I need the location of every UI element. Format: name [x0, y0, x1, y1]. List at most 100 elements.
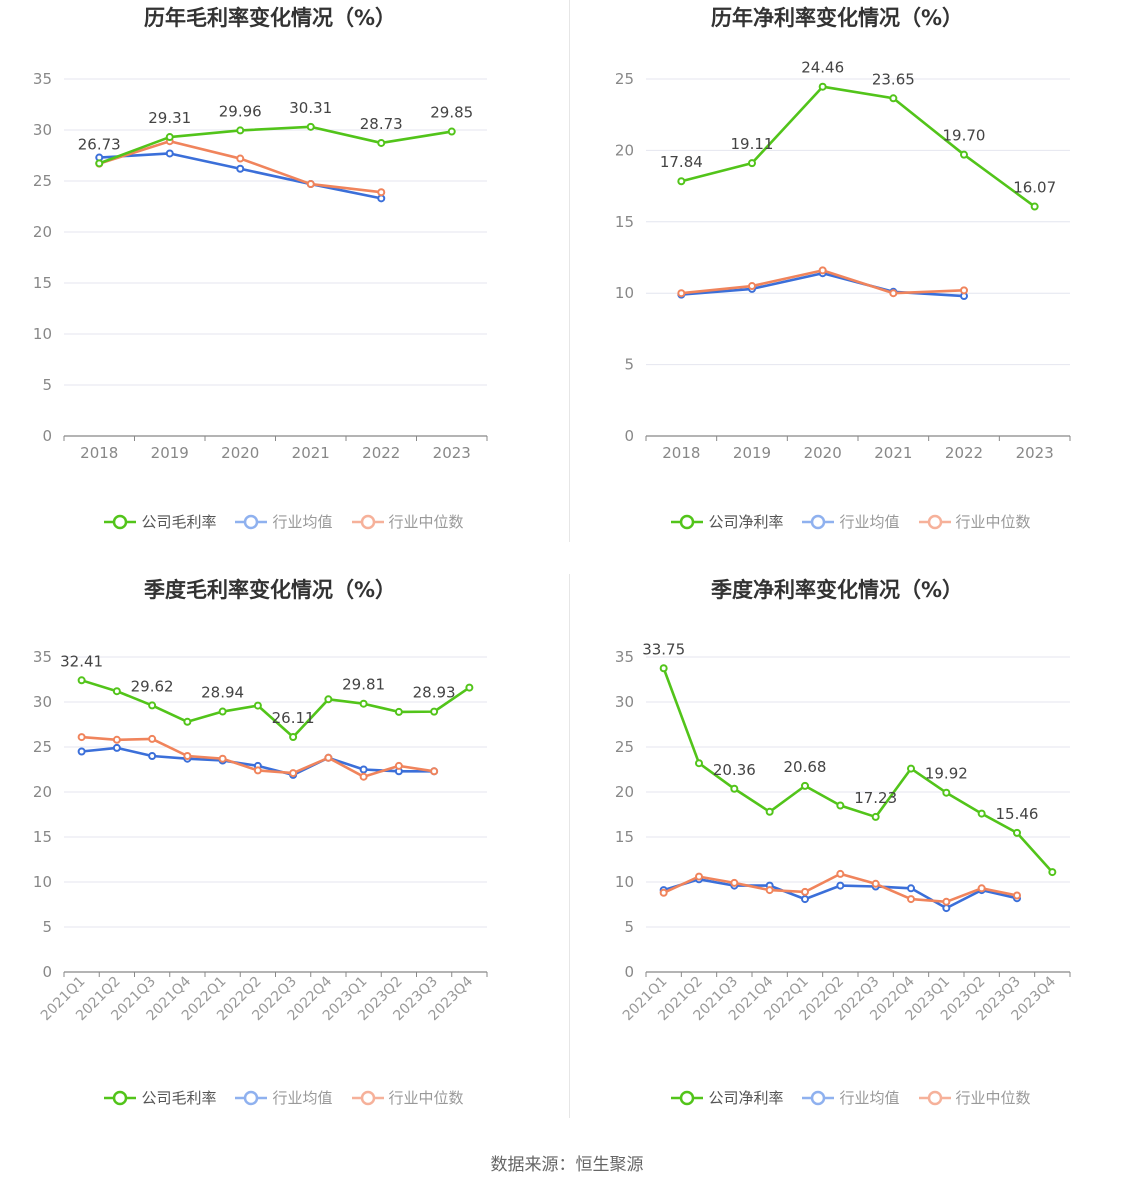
data-label: 28.93 [413, 684, 456, 702]
annual-gross-margin-chart: 0 5 10 15 20 25 30 35 2018 2019 2020 2021 2022 2023 26… [33, 70, 488, 462]
y-tick-label: 25 [615, 70, 634, 88]
legend-circle [811, 1090, 826, 1105]
industry-average-point [148, 752, 157, 760]
company-margin-point [465, 683, 474, 692]
industry-median-point [677, 289, 686, 298]
legend-circle [360, 1090, 375, 1105]
company-margin-point [1048, 868, 1057, 877]
industry-median-point [112, 735, 121, 744]
legend-item-industry-average[interactable]: 行业均值 [234, 1087, 333, 1108]
y-tick-label: 10 [33, 325, 52, 343]
industry-median-point [218, 754, 227, 763]
company-margin-point [430, 707, 439, 716]
y-tick-label: 35 [33, 648, 52, 666]
industry-median-point [695, 872, 703, 881]
company-margin-line [81, 679, 471, 739]
legend-line-circle-icon [104, 514, 137, 529]
company-margin-point [183, 717, 192, 726]
legend-circle [244, 514, 259, 529]
company-margin-point [236, 126, 245, 135]
annual-net-margin-chart: 0 5 10 15 20 25 2018 2019 2020 2021 2022 2023 17.84 1… [615, 59, 1071, 462]
y-tick-label: 25 [615, 738, 634, 756]
industry-median-point [289, 769, 298, 778]
company-margin-point [889, 94, 898, 103]
company-margin-point [359, 699, 368, 708]
legend-line-circle-icon [802, 514, 835, 529]
legend-line-circle-icon [802, 1090, 835, 1105]
legend-item-industry-median[interactable]: 行业中位数 [351, 511, 464, 532]
company-margin-line [681, 85, 1036, 208]
company-margin-point [289, 733, 298, 742]
x-tick-label: 2023 [1016, 444, 1054, 462]
legend-item-industry-average[interactable]: 行业均值 [801, 511, 900, 532]
y-tick-label: 15 [615, 828, 634, 846]
legend-label: 行业中位数 [955, 1089, 1031, 1107]
industry-median-point [236, 154, 245, 163]
y-tick-label: 25 [33, 738, 52, 756]
legend-circle [244, 1090, 259, 1105]
legend-line-circle-icon [671, 514, 704, 529]
industry-median-point [730, 878, 739, 887]
legend-circle [113, 514, 128, 529]
legend-item-industry-median[interactable]: 行业中位数 [918, 511, 1031, 532]
legend-item-company-margin[interactable]: 公司净利率 [670, 511, 783, 532]
annual-net-margin-panel: 历年净利率变化情况（%） 0 5 10 15 20 25 2018 2019 2020 2021 2… [567, 0, 1134, 570]
industry-average-point [236, 164, 245, 173]
legend-item-industry-median[interactable]: 行业中位数 [351, 1087, 464, 1108]
data-label: 29.81 [342, 676, 385, 694]
y-tick-label: 5 [624, 356, 634, 374]
legend-item-company-margin[interactable]: 公司毛利率 [103, 1087, 216, 1108]
legend-item-industry-median[interactable]: 行业中位数 [918, 1087, 1031, 1108]
data-label: 15.46 [996, 805, 1039, 823]
company-margin-point [148, 701, 157, 710]
industry-average-point [801, 895, 809, 904]
industry-average-point [77, 747, 86, 756]
industry-median-point [977, 884, 986, 893]
y-tick-label: 20 [615, 783, 634, 801]
company-margin-point [818, 82, 827, 91]
legend-label: 行业均值 [839, 1089, 900, 1107]
company-margin-point [112, 687, 121, 696]
company-margin-point [677, 177, 686, 186]
legend-line-circle-icon [351, 514, 384, 529]
data-label: 19.92 [925, 765, 968, 783]
company-margin-point [1013, 828, 1021, 837]
x-tick-label: 2018 [80, 444, 118, 462]
legend-line-circle-icon [104, 1090, 137, 1105]
data-label: 28.94 [201, 684, 244, 702]
annual-gross-margin-panel: 历年毛利率变化情况（%） 0 5 10 15 20 25 30 35 2018 2019 2020 2… [0, 0, 567, 570]
legend-line-circle-icon [918, 514, 951, 529]
y-tick-label: 20 [33, 223, 52, 241]
y-tick-label: 0 [624, 427, 634, 445]
y-tick-label: 5 [42, 376, 52, 394]
company-margin-point [871, 812, 880, 821]
quarterly-gross-margin-panel: 季度毛利率变化情况（%） 0 5 10 15 20 25 30 35 2021Q1 2021Q2 2… [0, 572, 567, 1120]
data-label: 30.31 [289, 99, 332, 117]
company-margin-point [730, 784, 739, 793]
industry-average-point [165, 149, 174, 158]
data-label: 28.73 [360, 115, 403, 133]
x-tick-label: 2021 [874, 444, 912, 462]
y-tick-label: 15 [33, 274, 52, 292]
legend-item-industry-average[interactable]: 行业均值 [801, 1087, 900, 1108]
data-label: 19.70 [943, 127, 986, 145]
legend-item-company-margin[interactable]: 公司净利率 [670, 1087, 783, 1108]
data-label: 16.07 [1013, 179, 1056, 197]
industry-median-point [801, 887, 809, 896]
industry-median-point [394, 761, 403, 770]
vertical-divider [569, 0, 570, 542]
data-label: 29.31 [148, 109, 191, 127]
company-margin-point [394, 707, 403, 716]
industry-median-point [359, 772, 368, 781]
company-margin-point [907, 764, 915, 773]
y-tick-label: 5 [42, 918, 52, 936]
industry-median-point [960, 286, 968, 295]
industry-median-point [430, 767, 439, 776]
y-tick-label: 20 [33, 783, 52, 801]
legend-item-industry-average[interactable]: 行业均值 [234, 511, 333, 532]
industry-median-point [942, 897, 951, 906]
legend-item-company-margin[interactable]: 公司毛利率 [103, 511, 216, 532]
chart-title: 历年净利率变化情况（%） [710, 6, 964, 30]
data-label: 17.84 [660, 153, 703, 171]
industry-average-point [836, 881, 845, 890]
